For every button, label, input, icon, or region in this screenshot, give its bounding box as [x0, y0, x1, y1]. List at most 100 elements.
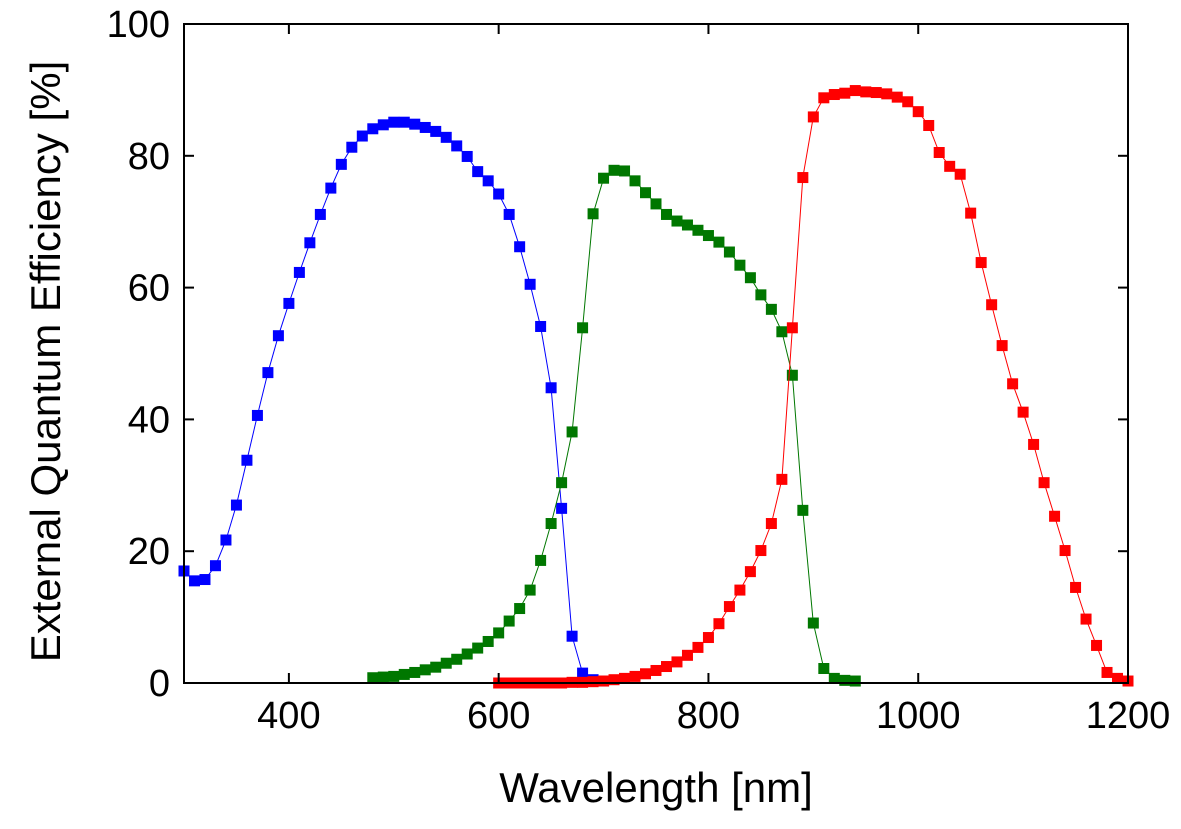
data-point	[619, 165, 631, 177]
data-point	[786, 322, 798, 334]
y-tick-label: 40	[128, 399, 170, 441]
data-point	[535, 320, 547, 332]
data-point	[188, 575, 200, 587]
data-point	[765, 518, 777, 530]
data-point	[1091, 639, 1103, 651]
data-point	[545, 518, 557, 530]
data-point	[975, 257, 987, 269]
data-point	[650, 198, 662, 210]
data-point	[472, 166, 484, 178]
x-tick-label: 1000	[876, 695, 961, 737]
data-point	[524, 584, 536, 596]
data-point	[493, 188, 505, 200]
series-line	[498, 90, 1129, 684]
data-point	[409, 666, 421, 678]
plot-frame	[183, 23, 1129, 684]
data-point	[723, 246, 735, 258]
data-point	[272, 330, 284, 342]
data-point	[241, 454, 253, 466]
data-point	[818, 92, 830, 104]
data-point	[377, 119, 389, 131]
data-point	[744, 272, 756, 284]
data-point	[1007, 378, 1019, 390]
data-point	[986, 299, 998, 311]
data-point	[283, 297, 295, 309]
series-2	[493, 85, 1134, 689]
data-point	[629, 670, 641, 682]
data-point	[503, 615, 515, 627]
series-line	[183, 121, 604, 682]
data-point	[713, 618, 725, 630]
data-point	[640, 668, 652, 680]
data-point	[755, 545, 767, 557]
data-point	[713, 236, 725, 248]
data-point	[1112, 672, 1124, 684]
data-point	[807, 111, 819, 123]
data-point	[451, 140, 463, 152]
data-point	[839, 87, 851, 99]
data-point	[776, 326, 788, 338]
data-point	[839, 674, 851, 686]
data-point	[660, 208, 672, 220]
data-point	[461, 648, 473, 660]
data-point	[849, 675, 861, 687]
data-point	[430, 125, 442, 137]
data-point	[870, 87, 882, 99]
data-point	[828, 672, 840, 684]
data-point	[325, 182, 337, 194]
data-point	[619, 672, 631, 684]
y-tick-label: 0	[149, 663, 170, 705]
data-point	[346, 141, 358, 153]
data-point	[587, 676, 599, 688]
data-point	[482, 635, 494, 647]
data-point	[797, 172, 809, 184]
data-point	[786, 369, 798, 381]
data-point	[409, 118, 421, 130]
series-line	[372, 169, 856, 682]
series-0	[178, 116, 610, 687]
data-point	[598, 172, 610, 184]
data-point	[765, 303, 777, 315]
data-point	[199, 574, 211, 586]
data-point	[965, 207, 977, 219]
data-point	[723, 601, 735, 613]
data-point	[671, 656, 683, 668]
y-axis-label: External Quantum Efficiency [%]	[22, 61, 69, 663]
data-point	[367, 123, 379, 135]
data-point	[461, 150, 473, 162]
data-point	[702, 632, 714, 644]
data-point	[1017, 406, 1029, 418]
data-point	[335, 158, 347, 170]
tick-layer: 400 600 800 1000 1200 0 20 40 60 80 100	[107, 4, 1171, 737]
y-tick-label: 20	[128, 531, 170, 573]
y-tick-label: 60	[128, 268, 170, 310]
data-point	[681, 649, 693, 661]
data-point	[356, 130, 368, 142]
data-point	[398, 116, 410, 128]
data-point	[430, 661, 442, 673]
data-point	[755, 289, 767, 301]
data-point	[1028, 438, 1040, 450]
data-point	[797, 504, 809, 516]
data-point	[440, 131, 452, 143]
data-point	[419, 664, 431, 676]
data-point	[912, 106, 924, 118]
data-point	[608, 674, 620, 686]
data-point	[440, 657, 452, 669]
data-point	[209, 560, 221, 572]
data-point	[881, 88, 893, 100]
data-point	[807, 617, 819, 629]
data-point	[314, 208, 326, 220]
data-point	[377, 671, 389, 683]
data-point	[923, 119, 935, 131]
data-point	[744, 566, 756, 578]
data-point	[262, 367, 274, 379]
data-point	[556, 477, 568, 489]
data-point	[514, 241, 526, 253]
data-point	[650, 664, 662, 676]
x-axis-label: Wavelength [nm]	[499, 764, 813, 811]
data-point	[493, 627, 505, 639]
data-point	[692, 224, 704, 236]
data-point	[1080, 613, 1092, 625]
